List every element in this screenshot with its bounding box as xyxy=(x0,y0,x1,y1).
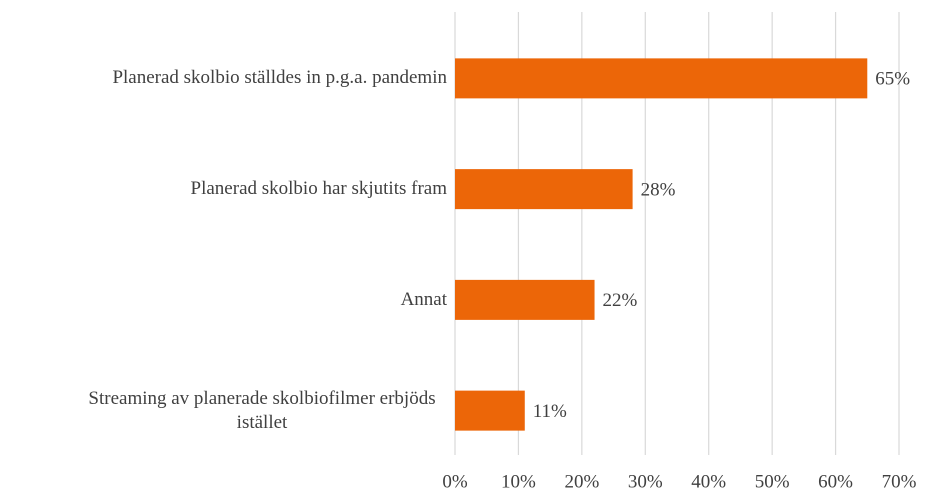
x-tick-label: 20% xyxy=(564,471,599,492)
x-tick-label: 30% xyxy=(628,471,663,492)
y-tick-label: Planerad skolbio har skjutits fram xyxy=(190,178,447,200)
bar xyxy=(455,58,868,99)
value-label: 28% xyxy=(641,179,676,200)
bar xyxy=(455,279,595,320)
y-tick-label: Annat xyxy=(400,288,447,310)
x-tick-label: 10% xyxy=(501,471,536,492)
x-tick-label: 50% xyxy=(755,471,790,492)
x-tick-label: 70% xyxy=(882,471,917,492)
y-tick-label: Planerad skolbio ställdes in p.g.a. pand… xyxy=(112,67,447,89)
value-label: 11% xyxy=(533,401,567,422)
x-tick-label: 60% xyxy=(818,471,853,492)
bar xyxy=(455,390,525,431)
x-tick-label: 40% xyxy=(691,471,726,492)
x-tick-label: 0% xyxy=(442,471,468,492)
value-label: 22% xyxy=(603,290,638,311)
bar xyxy=(455,169,633,210)
value-label: 65% xyxy=(875,69,910,90)
y-tick-label: Streaming av planerade skolbiofilmer erb… xyxy=(88,387,436,433)
